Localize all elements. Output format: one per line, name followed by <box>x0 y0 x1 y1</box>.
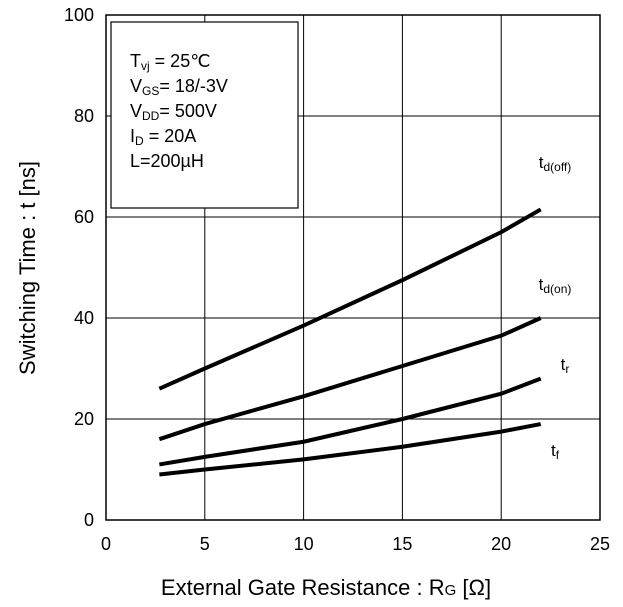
y-tick-label: 60 <box>74 207 94 227</box>
y-axis-title: Switching Time : t [ns] <box>15 161 40 375</box>
condition-line: Tvj = 25℃ <box>130 51 210 73</box>
series-label: tf <box>551 441 560 462</box>
x-tick-label: 5 <box>200 534 210 554</box>
series-lines <box>158 207 542 477</box>
tick-labels: 0 5 10 15 20 25 0 20 40 60 80 100 <box>64 5 610 554</box>
series-line-don <box>158 316 542 442</box>
x-tick-label: 25 <box>590 534 610 554</box>
condition-line: VGS= 18/-3V <box>130 76 228 98</box>
series-line-f <box>159 422 542 477</box>
x-axis-title: External Gate Resistance : RG [Ω] <box>161 575 491 600</box>
series-line-doff <box>158 207 542 391</box>
x-tick-label: 10 <box>294 534 314 554</box>
x-tick-label: 20 <box>491 534 511 554</box>
y-tick-label: 100 <box>64 5 94 25</box>
series-label: tr <box>561 355 570 376</box>
conditions-box-frame <box>110 21 299 209</box>
y-tick-label: 40 <box>74 308 94 328</box>
y-tick-label: 20 <box>74 409 94 429</box>
conditions-box: Tvj = 25℃ VGS= 18/-3V VDD= 500V ID = 20A L=2… <box>110 21 299 209</box>
condition-line: VDD= 500V <box>130 101 217 123</box>
y-tick-label: 0 <box>84 510 94 530</box>
series-line-r <box>159 376 542 467</box>
series-labels: td(off) td(on) tr tf <box>539 153 572 462</box>
series-label: td(on) <box>539 275 572 296</box>
plot-frame <box>105 14 601 521</box>
y-tick-label: 80 <box>74 106 94 126</box>
x-tick-label: 15 <box>392 534 412 554</box>
condition-line: ID = 20A <box>130 126 196 148</box>
condition-line: L=200µH <box>130 151 204 171</box>
x-tick-label: 0 <box>101 534 111 554</box>
series-label: td(off) <box>539 153 572 174</box>
conditions-list: Tvj = 25℃ VGS= 18/-3V VDD= 500V ID = 20A L=2… <box>130 51 228 171</box>
grid <box>106 15 600 520</box>
